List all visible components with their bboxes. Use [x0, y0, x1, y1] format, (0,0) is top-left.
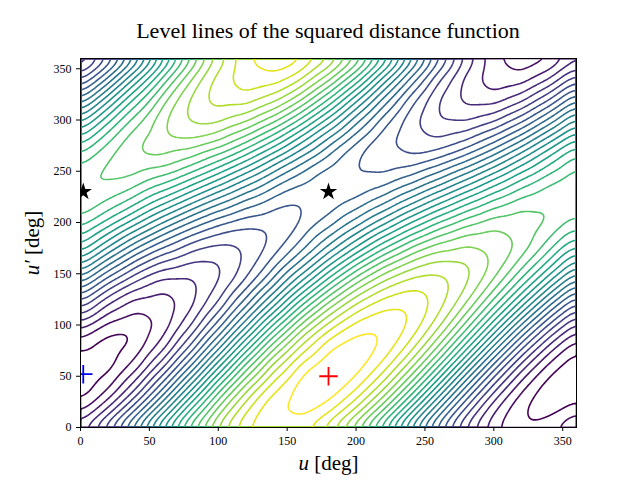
svg-text:250: 250 — [54, 164, 72, 178]
html-text:Level lines of the squared dis: Level lines of the squared distance func… — [136, 18, 520, 43]
svg-text:u′ [deg]: u′ [deg] — [20, 211, 44, 276]
svg-text:100: 100 — [54, 318, 72, 332]
svg-text:200: 200 — [54, 215, 72, 229]
svg-text:300: 300 — [485, 434, 503, 448]
svg-text:100: 100 — [209, 434, 227, 448]
svg-text:350: 350 — [54, 62, 72, 76]
svg-text:u [deg]: u [deg] — [298, 451, 358, 475]
svg-text:0: 0 — [66, 420, 72, 434]
svg-text:150: 150 — [278, 434, 296, 448]
svg-text:300: 300 — [54, 113, 72, 127]
svg-text:150: 150 — [54, 267, 72, 281]
svg-text:50: 50 — [143, 434, 155, 448]
svg-text:50: 50 — [60, 369, 72, 383]
svg-text:200: 200 — [347, 434, 365, 448]
svg-text:250: 250 — [416, 434, 434, 448]
svg-text:0: 0 — [78, 434, 84, 448]
svg-text:350: 350 — [554, 434, 572, 448]
